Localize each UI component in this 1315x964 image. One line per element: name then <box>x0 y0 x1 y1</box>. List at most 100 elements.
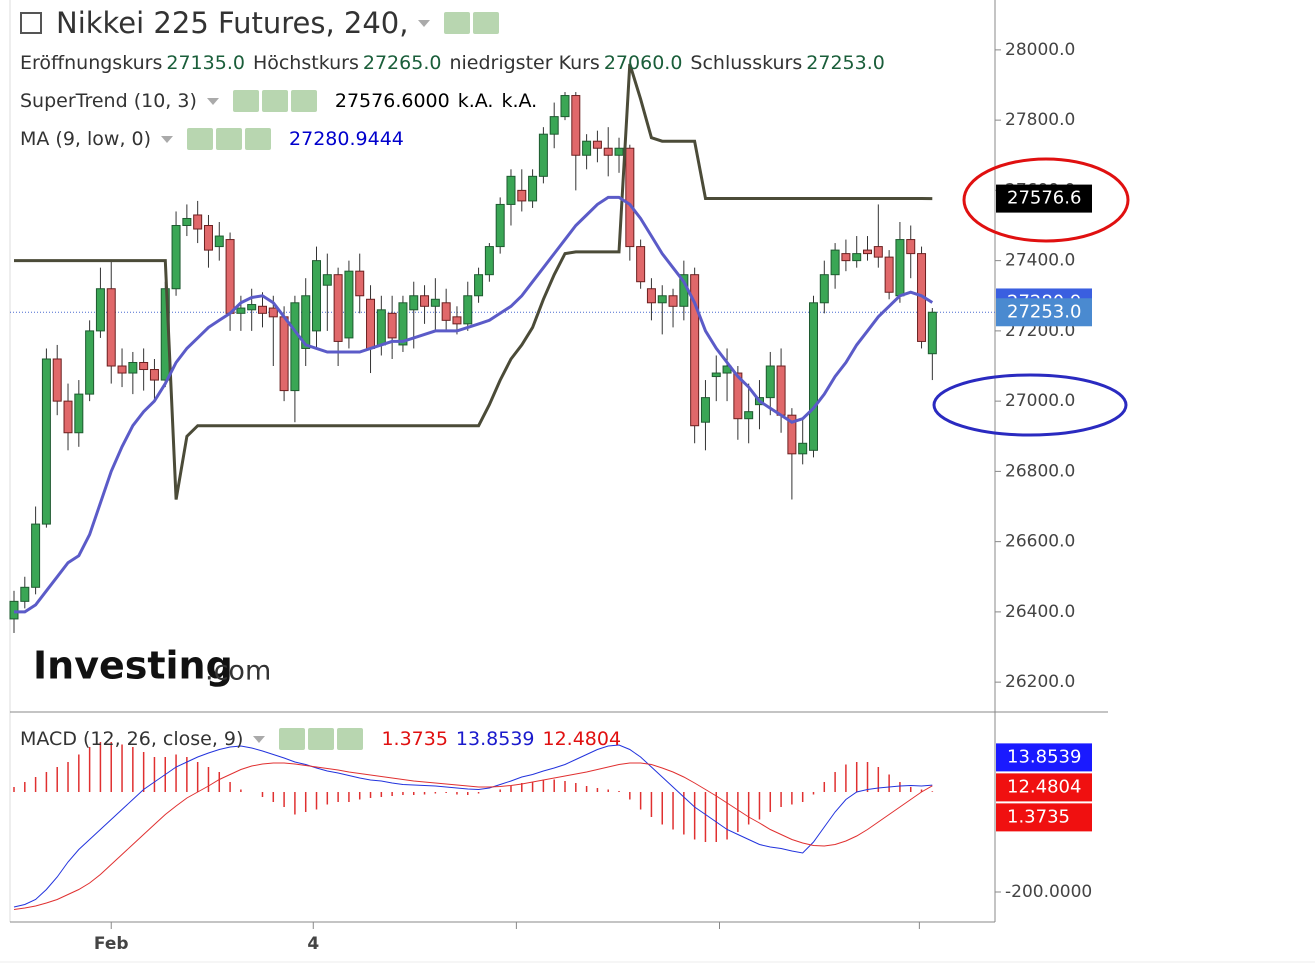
indicator-value: k.A. <box>457 90 494 112</box>
price-badge-label: 1.3735 <box>1007 806 1070 827</box>
watermark-suffix: .com <box>205 656 271 687</box>
price-badge <box>996 773 1092 802</box>
candle-body <box>20 586 30 602</box>
dropdown[interactable] <box>206 97 219 105</box>
candle-body <box>765 365 775 399</box>
y-tick-label: 27800.0 <box>1005 110 1075 130</box>
settings-icon[interactable] <box>308 728 335 750</box>
candle-body <box>31 523 41 588</box>
candle-body <box>895 239 905 297</box>
price-badge-label: 27253.0 <box>1007 301 1081 322</box>
eye-icon[interactable] <box>187 128 214 150</box>
candle-body <box>830 249 840 276</box>
candle-body <box>452 316 462 325</box>
candle-body <box>117 365 127 374</box>
collapse-button[interactable] <box>20 12 42 34</box>
candle-body <box>906 239 916 255</box>
dropdown[interactable] <box>418 19 431 27</box>
ohlc-label: Höchstkurs <box>252 52 359 74</box>
price-badge <box>996 298 1092 327</box>
y-tick-label: 26800.0 <box>1005 461 1075 481</box>
candle-body <box>139 361 149 371</box>
candle-body <box>614 147 624 156</box>
candle-body <box>787 414 797 455</box>
watermark-brand: Investing <box>33 644 233 688</box>
candle-body <box>52 358 62 402</box>
ohlc-label: Eröffnungskurs <box>20 52 163 74</box>
candle-body <box>711 372 721 378</box>
candle-body <box>603 147 613 156</box>
candle-body <box>506 175 516 205</box>
candle-body <box>474 274 484 297</box>
candle-body <box>528 175 538 202</box>
candle-body <box>355 270 365 297</box>
y-tick-label: 28000.0 <box>1005 40 1075 60</box>
y-tick-label: -200.0000 <box>1005 882 1092 902</box>
candle-body <box>95 288 105 332</box>
candle-body <box>776 365 786 416</box>
price-badge <box>996 184 1092 213</box>
candle-body <box>463 295 473 325</box>
ohlc-label: niedrigster Kurs <box>449 52 600 74</box>
candle-body <box>733 372 743 420</box>
candle-body <box>668 295 678 307</box>
indicator-name: SuperTrend (10, 3) <box>20 90 197 112</box>
blue-ellipse-annotation <box>932 373 1128 437</box>
eye-icon[interactable] <box>279 728 306 750</box>
dropdown[interactable] <box>161 135 174 143</box>
ohlc-value: 27253.0 <box>806 52 885 74</box>
candle-body <box>420 295 430 307</box>
candle-body <box>441 302 451 321</box>
price-badge <box>996 803 1092 832</box>
candle-body <box>74 393 84 434</box>
candle-body <box>290 302 300 392</box>
candle-body <box>560 95 570 118</box>
remove-icon[interactable] <box>245 128 272 150</box>
settings-icon[interactable] <box>473 12 500 34</box>
candle-body <box>322 274 332 286</box>
price-badge-label: 12.4804 <box>1007 776 1081 797</box>
candle-body <box>927 311 937 355</box>
price-badge <box>996 743 1092 772</box>
candle-body <box>636 246 646 283</box>
settings-icon[interactable] <box>216 128 243 150</box>
candle-body <box>819 274 829 304</box>
candle-body <box>247 304 257 311</box>
supertrend-legend: SuperTrend (10, 3) 27576.6000 k.A. k.A. <box>20 90 545 112</box>
red-ellipse-annotation <box>962 157 1130 243</box>
candle-body <box>214 235 224 248</box>
price-badge-label: 27576.6 <box>1007 188 1081 209</box>
dropdown[interactable] <box>253 735 266 743</box>
remove-icon[interactable] <box>337 728 364 750</box>
candle-body <box>203 225 213 251</box>
remove-icon[interactable] <box>290 90 317 112</box>
candle-body <box>744 411 754 420</box>
candle-body <box>301 295 311 349</box>
eye-icon[interactable] <box>444 12 471 34</box>
candle-body <box>549 116 559 135</box>
candle-body <box>571 95 581 156</box>
candle-body <box>495 203 505 248</box>
candle-body <box>808 302 818 451</box>
price-badge-label: 13.8539 <box>1007 746 1081 767</box>
eye-icon[interactable] <box>232 90 259 112</box>
candle-body <box>657 295 667 304</box>
y-tick-label: 26200.0 <box>1005 672 1075 692</box>
candle-body <box>852 253 862 262</box>
candle-body <box>333 274 343 342</box>
chart-title: Nikkei 225 Futures, 240, <box>56 6 409 40</box>
candle-body <box>430 298 440 307</box>
indicator-value: 12.4804 <box>542 728 622 750</box>
candle-body <box>387 312 397 339</box>
indicator-value: 27576.6000 <box>334 90 450 112</box>
candle-body <box>646 288 656 304</box>
candle-body <box>517 189 527 202</box>
candle-body <box>85 330 95 395</box>
moving-average-line <box>14 195 934 614</box>
y-tick-label: 27400.0 <box>1005 251 1075 271</box>
y-tick-label: 27000.0 <box>1005 391 1075 411</box>
settings-icon[interactable] <box>261 90 288 112</box>
candle-body <box>376 309 386 346</box>
